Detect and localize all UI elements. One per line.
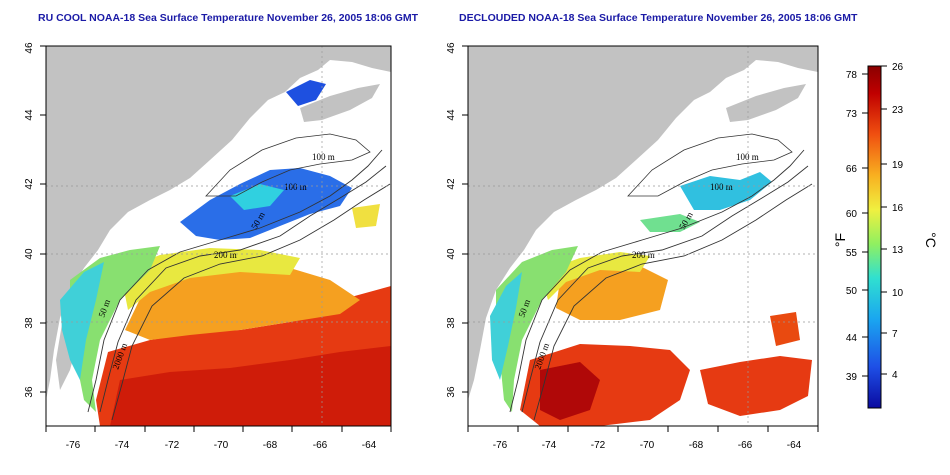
colorbar-ticks <box>862 65 887 377</box>
celsius-tick: 23 <box>892 105 904 116</box>
isobath-2000m <box>111 183 391 421</box>
celsius-tick: 4 <box>892 370 898 381</box>
sst-cyan-gulf <box>680 172 772 210</box>
y-tick-label: 36 <box>24 386 35 398</box>
contour-label-100m-a: 100 m <box>736 152 759 162</box>
map-panel-right: 100 m 100 m 50 m 200 m 50 m 2000 m -76 <box>446 42 819 451</box>
fahrenheit-tick: 78 <box>846 70 858 81</box>
map-border-right <box>467 45 819 427</box>
colorbar-celsius-labels: 26 23 19 16 13 10 7 4 <box>892 62 904 381</box>
celsius-tick: 16 <box>892 203 904 214</box>
x-tick-label: -66 <box>738 440 753 451</box>
celsius-tick: 13 <box>892 245 904 256</box>
x-tick-label: -74 <box>542 440 557 451</box>
panel-title-left: RU COOL NOAA-18 Sea Surface Temperature … <box>38 12 419 24</box>
y-tick-label: 46 <box>446 42 457 54</box>
celsius-tick: 19 <box>892 160 904 171</box>
land-nova-scotia <box>300 84 380 122</box>
y-tick-label: 44 <box>24 109 35 121</box>
y-tick-label: 40 <box>446 248 457 260</box>
fahrenheit-tick: 39 <box>846 372 858 383</box>
sst-cyan-coast <box>60 262 104 380</box>
x-tick-label: -66 <box>313 440 328 451</box>
land-mass <box>468 46 818 400</box>
celsius-tick: 10 <box>892 288 904 299</box>
x-tick-label: -68 <box>263 440 278 451</box>
x-tick-label: -72 <box>165 440 180 451</box>
sst-darkred <box>540 362 600 420</box>
celsius-tick: 7 <box>892 329 898 340</box>
y-tick-label: 38 <box>24 317 35 329</box>
celsius-tick: 26 <box>892 62 904 73</box>
land-nova-scotia <box>726 84 806 122</box>
fahrenheit-tick: 50 <box>846 286 858 297</box>
contour-label-200m: 200 m <box>214 250 237 260</box>
y-tick-label: 38 <box>446 317 457 329</box>
graticule-right <box>468 46 818 426</box>
colorbar-gradient <box>867 65 882 409</box>
isobath-100m-gulf <box>205 133 371 197</box>
graticule-left <box>46 46 391 426</box>
sst-red-patch <box>770 312 800 346</box>
x-tick-label: -68 <box>689 440 704 451</box>
x-tick-labels-right: -76 -74 -72 -70 -68 -66 -64 <box>493 440 802 451</box>
y-tick-label: 40 <box>24 248 35 260</box>
fahrenheit-tick: 60 <box>846 209 858 220</box>
contour-label-200m: 200 m <box>632 250 655 260</box>
x-tick-label: -64 <box>362 440 377 451</box>
map-border-left <box>45 45 392 427</box>
fahrenheit-tick: 55 <box>846 248 858 259</box>
sst-cyan-coast <box>490 272 522 380</box>
x-tick-label: -74 <box>115 440 130 451</box>
y-tick-label: 42 <box>446 178 457 190</box>
fahrenheit-unit-label: °F <box>832 233 848 247</box>
sst-cyan-patch <box>230 184 284 210</box>
map-panel-left: 100 m 100 m 50 m 200 m 50 m 2000 m <box>24 42 392 451</box>
colorbar-fahrenheit-labels: 78 73 66 60 55 50 44 39 <box>846 70 858 383</box>
y-tick-labels-left: 36 38 40 42 44 46 <box>24 42 35 398</box>
celsius-unit-label: °C <box>923 232 939 248</box>
isobath-50m <box>87 149 383 413</box>
y-tick-labels-right: 36 38 40 42 44 46 <box>446 42 457 398</box>
sst-green-patch <box>640 214 700 232</box>
y-tick-label: 36 <box>446 386 457 398</box>
x-tick-label: -64 <box>787 440 802 451</box>
y-tick-label: 44 <box>446 109 457 121</box>
isobath-50m <box>509 149 805 413</box>
isobath-200m <box>99 165 387 413</box>
colorbar: 78 73 66 60 55 50 44 39 26 23 19 16 13 1… <box>832 62 939 409</box>
isobath-100m-gulf <box>627 133 793 197</box>
land-mass <box>46 46 391 400</box>
sst-blue-patch <box>286 80 326 106</box>
x-tick-label: -76 <box>493 440 508 451</box>
contour-label-100m-b: 100 m <box>284 182 307 192</box>
fahrenheit-tick: 44 <box>846 333 858 344</box>
x-tick-labels-left: -76 -74 -72 -70 -68 -66 -64 <box>66 440 377 451</box>
sst-red-east <box>700 356 812 416</box>
sst-orange-band <box>556 266 668 320</box>
sst-darkred <box>110 346 391 426</box>
fahrenheit-tick: 66 <box>846 164 858 175</box>
sst-yellow-slope <box>120 248 300 310</box>
axis-ticks-right <box>462 45 819 432</box>
isobath-200m <box>521 165 809 413</box>
x-tick-label: -70 <box>214 440 229 451</box>
fahrenheit-tick: 73 <box>846 109 858 120</box>
x-tick-label: -76 <box>66 440 81 451</box>
contour-label-100m-a: 100 m <box>312 152 335 162</box>
y-tick-label: 46 <box>24 42 35 54</box>
sst-yellow-east <box>352 204 380 228</box>
y-tick-label: 42 <box>24 178 35 190</box>
axis-ticks-left <box>40 45 392 432</box>
isobath-2000m <box>533 183 813 421</box>
contour-label-100m-b: 100 m <box>710 182 733 192</box>
x-tick-label: -70 <box>640 440 655 451</box>
panel-title-right: DECLOUDED NOAA-18 Sea Surface Temperatur… <box>459 12 858 24</box>
x-tick-label: -72 <box>591 440 606 451</box>
